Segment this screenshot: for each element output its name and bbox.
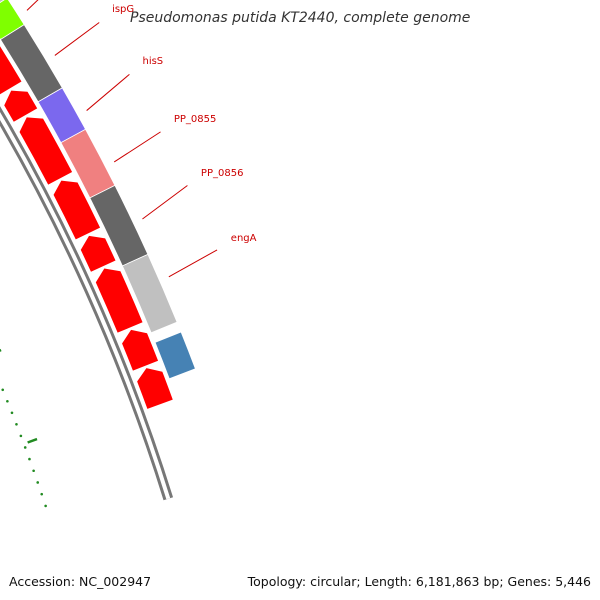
genome-summary: Topology: circular; Length: 6,181,863 bp… xyxy=(247,574,591,589)
ruler-dot xyxy=(15,423,18,426)
ruler-dot xyxy=(23,446,27,449)
gene-block xyxy=(121,253,178,334)
gene-label: engA xyxy=(231,233,257,244)
gene-label-line xyxy=(86,73,130,111)
reverse-cds-arrow xyxy=(0,46,22,95)
ruler-tick xyxy=(0,348,2,352)
gene-label-line xyxy=(54,22,100,56)
ruler-dot xyxy=(36,481,40,484)
gene-labels: hscBhscAPP_0847PP_0848ndkPP_0850pilFPP_0… xyxy=(26,0,257,278)
ruler-dot xyxy=(40,492,44,496)
ruler-dot xyxy=(19,434,23,438)
genome-backbone xyxy=(0,106,174,501)
gene-label: ispG xyxy=(112,4,134,15)
ruler-dot xyxy=(10,411,14,415)
reverse-cds-arrow xyxy=(19,117,73,185)
reverse-strand-track xyxy=(0,46,173,409)
gene-label: PP_0855 xyxy=(174,114,217,125)
ruler-dot xyxy=(28,457,31,461)
reverse-cds-arrow xyxy=(122,329,159,371)
reverse-cds-arrow xyxy=(53,180,101,240)
reverse-cds-arrow xyxy=(137,368,173,409)
ruler-ticks: 978 kbp980 kbp982 kbp984 kbp986 kbp988 k… xyxy=(0,348,38,444)
gene-label-line xyxy=(26,0,39,11)
ruler-tick xyxy=(27,437,38,444)
gene-label: hisS xyxy=(142,56,163,67)
gene-label-line xyxy=(142,185,188,220)
forward-strand-track xyxy=(0,0,196,380)
gene-block xyxy=(154,331,196,380)
map-title: Pseudomonas putida KT2440, complete geno… xyxy=(130,10,471,26)
ruler-dot xyxy=(44,504,47,508)
ruler-dot xyxy=(32,469,35,473)
ruler-dot xyxy=(1,388,5,392)
gene-label-line xyxy=(168,249,218,278)
ruler-dot xyxy=(6,399,9,403)
reverse-cds-arrow xyxy=(80,235,116,272)
gene-label-line xyxy=(113,131,161,163)
reverse-cds-arrow xyxy=(4,90,38,122)
gene-label: PP_0856 xyxy=(201,168,244,179)
backbone-arc xyxy=(0,106,174,501)
accession-text: Accession: NC_002947 xyxy=(9,574,152,589)
ruler-dots xyxy=(1,388,47,508)
reverse-cds-arrow xyxy=(95,268,143,333)
